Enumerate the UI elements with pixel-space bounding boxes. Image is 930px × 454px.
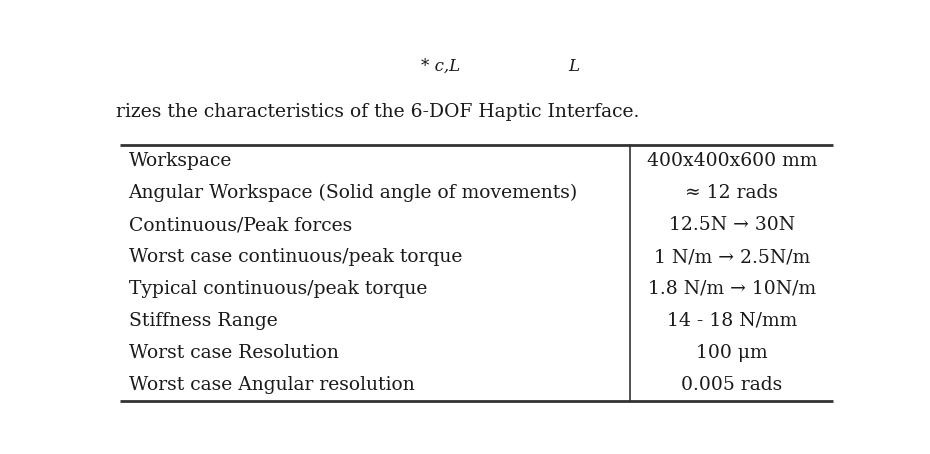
- Text: Worst case Angular resolution: Worst case Angular resolution: [128, 375, 414, 394]
- Text: Worst case continuous/peak torque: Worst case continuous/peak torque: [128, 248, 462, 266]
- Text: 12.5N → 30N: 12.5N → 30N: [669, 216, 795, 234]
- Text: 400x400x600 mm: 400x400x600 mm: [646, 153, 817, 170]
- Text: Continuous/Peak forces: Continuous/Peak forces: [128, 216, 352, 234]
- Text: 1 N/m → 2.5N/m: 1 N/m → 2.5N/m: [654, 248, 810, 266]
- Text: rizes the characteristics of the 6-DOF Haptic Interface.: rizes the characteristics of the 6-DOF H…: [116, 104, 640, 121]
- Text: Workspace: Workspace: [128, 153, 232, 170]
- Text: Typical continuous/peak torque: Typical continuous/peak torque: [128, 280, 427, 298]
- Text: Worst case Resolution: Worst case Resolution: [128, 344, 339, 362]
- FancyBboxPatch shape: [120, 145, 833, 400]
- Text: Stiffness Range: Stiffness Range: [128, 312, 277, 330]
- Text: Angular Workspace (Solid angle of movements): Angular Workspace (Solid angle of moveme…: [128, 184, 578, 202]
- Text: ≈ 12 rads: ≈ 12 rads: [685, 184, 778, 202]
- Text: L: L: [568, 58, 579, 75]
- Text: 0.005 rads: 0.005 rads: [681, 375, 782, 394]
- Text: * c,L: * c,L: [421, 58, 460, 75]
- Text: 14 - 18 N/mm: 14 - 18 N/mm: [667, 312, 797, 330]
- Text: 100 μm: 100 μm: [696, 344, 767, 362]
- Text: 1.8 N/m → 10N/m: 1.8 N/m → 10N/m: [647, 280, 816, 298]
